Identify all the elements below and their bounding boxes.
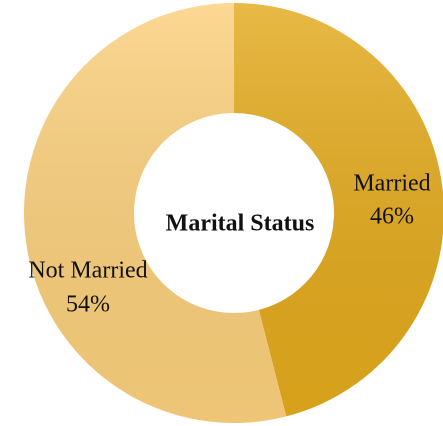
value-label: 46% bbox=[370, 204, 414, 230]
category-label: Married bbox=[353, 171, 430, 197]
chart-title: Marital Status bbox=[166, 211, 315, 237]
slice-shade bbox=[24, 3, 287, 423]
category-label: Not Married bbox=[28, 258, 147, 284]
slices bbox=[24, 3, 443, 423]
value-label: 54% bbox=[66, 292, 110, 318]
slice-shade bbox=[234, 3, 443, 417]
